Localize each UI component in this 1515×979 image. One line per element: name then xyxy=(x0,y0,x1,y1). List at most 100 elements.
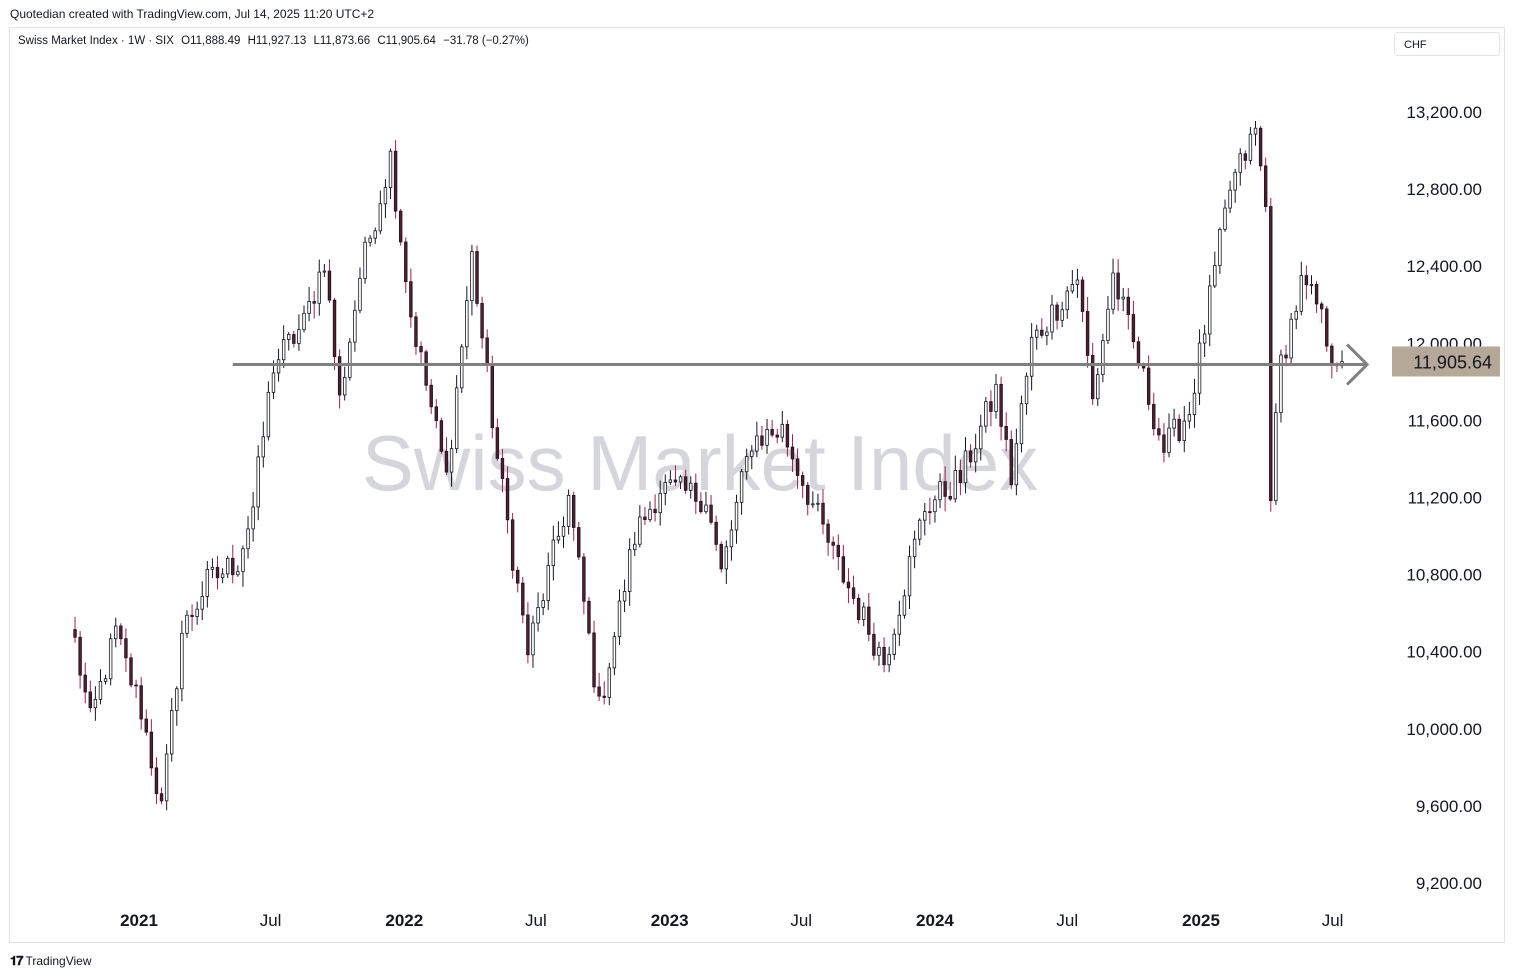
legend-open: O11,888.49 xyxy=(181,35,241,47)
last-price-label: 11,905.64 xyxy=(1392,346,1500,377)
candle-body xyxy=(383,187,388,205)
candle-body xyxy=(454,387,459,450)
legend-high: H11,927.13 xyxy=(247,35,307,47)
candle-body xyxy=(1096,374,1100,400)
candle-body xyxy=(851,587,856,599)
candle-body xyxy=(434,406,439,422)
candle-body xyxy=(83,674,87,693)
candle-body xyxy=(984,401,988,427)
candle-body xyxy=(912,538,917,558)
candle-body xyxy=(653,508,657,514)
candle-body xyxy=(114,625,118,640)
candle-body xyxy=(1187,414,1192,422)
candle-body xyxy=(1126,296,1131,315)
legend-close: C11,905.64 xyxy=(377,35,436,47)
price-axis[interactable]: 13,200.0012,800.0012,400.0012,000.0011,6… xyxy=(1406,103,1482,893)
x-tick-label: Jul xyxy=(790,911,812,930)
candle-body xyxy=(185,614,189,634)
candle-body xyxy=(577,527,581,558)
candle-body xyxy=(1040,329,1044,336)
candle-body xyxy=(775,434,779,438)
y-tick-label: 11,600.00 xyxy=(1408,411,1482,430)
candle-body xyxy=(856,597,861,620)
candle-body xyxy=(388,150,393,188)
footer-brand[interactable]: TradingView xyxy=(25,954,92,968)
candle-body xyxy=(1330,345,1334,365)
time-axis[interactable]: 2021 Jul 2022 Jul 2023 Jul 2024 Jul 2025 Jul xyxy=(120,911,1343,930)
candle-body xyxy=(510,519,515,571)
y-tick-label: 12,800.00 xyxy=(1406,180,1482,199)
candle-body xyxy=(958,470,963,484)
candle-body xyxy=(734,501,739,531)
candle-body xyxy=(129,657,133,686)
candle-body xyxy=(1192,392,1197,415)
candle-body xyxy=(180,632,184,690)
candle-body xyxy=(322,270,327,273)
candle-body xyxy=(429,384,433,408)
candle-body xyxy=(979,425,983,450)
candle-body xyxy=(902,595,907,616)
candle-body xyxy=(1116,272,1120,300)
candle-body xyxy=(1075,279,1080,285)
candle-body xyxy=(353,309,357,343)
candle-body xyxy=(149,731,154,769)
candle-body xyxy=(312,301,316,304)
candle-body xyxy=(592,632,596,688)
candle-body xyxy=(210,566,215,570)
candle-body xyxy=(1248,133,1253,161)
candle-body xyxy=(582,556,586,602)
candle-body xyxy=(409,281,413,318)
candle-body xyxy=(220,573,225,579)
candle-body xyxy=(678,476,683,483)
candle-body xyxy=(607,667,612,698)
candle-body xyxy=(750,450,754,457)
candle-body xyxy=(739,471,744,503)
legend-symbol[interactable]: Swiss Market Index · 1W · SIX xyxy=(18,35,174,47)
candle-body xyxy=(1050,304,1054,333)
candle-body xyxy=(393,150,398,212)
candle-body xyxy=(337,356,342,396)
candle-body xyxy=(658,492,662,514)
candle-body xyxy=(795,458,800,476)
x-tick-label: 2025 xyxy=(1182,911,1220,930)
candle-body xyxy=(1004,426,1008,440)
candle-body xyxy=(1167,427,1171,453)
candle-body xyxy=(246,528,250,550)
candle-body xyxy=(1279,354,1283,413)
candle-body xyxy=(521,582,525,616)
candle-body xyxy=(363,241,367,279)
candle-body xyxy=(1065,290,1069,311)
candle-body xyxy=(846,581,851,589)
candle-body xyxy=(963,450,968,484)
candle-body xyxy=(98,681,103,700)
candle-body xyxy=(704,504,708,513)
candle-body xyxy=(633,543,637,551)
candle-body xyxy=(414,316,418,347)
last-price-text: 11,905.64 xyxy=(1413,352,1492,372)
candle-body xyxy=(907,556,912,597)
candle-body xyxy=(811,503,815,506)
candle-body xyxy=(1243,153,1248,161)
candle-body xyxy=(780,423,785,438)
candle-body xyxy=(892,633,896,655)
candle-body xyxy=(709,504,713,523)
candle-body xyxy=(505,478,510,521)
candle-body xyxy=(1024,375,1029,405)
candle-body xyxy=(1106,308,1110,341)
candle-body xyxy=(1284,354,1288,359)
candle-body xyxy=(826,523,830,543)
candle-body xyxy=(1258,127,1263,167)
candle-body xyxy=(307,301,311,314)
horizontal-line-drawing[interactable] xyxy=(232,343,1370,386)
candle-body xyxy=(419,346,423,353)
candle-body xyxy=(1177,418,1181,442)
candle-body xyxy=(1101,340,1105,375)
candle-body xyxy=(719,543,723,570)
currency-selector[interactable]: CHF xyxy=(1394,32,1500,56)
y-tick-label: 10,000.00 xyxy=(1406,720,1482,739)
candle-body xyxy=(617,600,622,638)
candle-body xyxy=(495,427,500,459)
candle-body xyxy=(516,569,520,584)
candle-body xyxy=(302,312,306,331)
